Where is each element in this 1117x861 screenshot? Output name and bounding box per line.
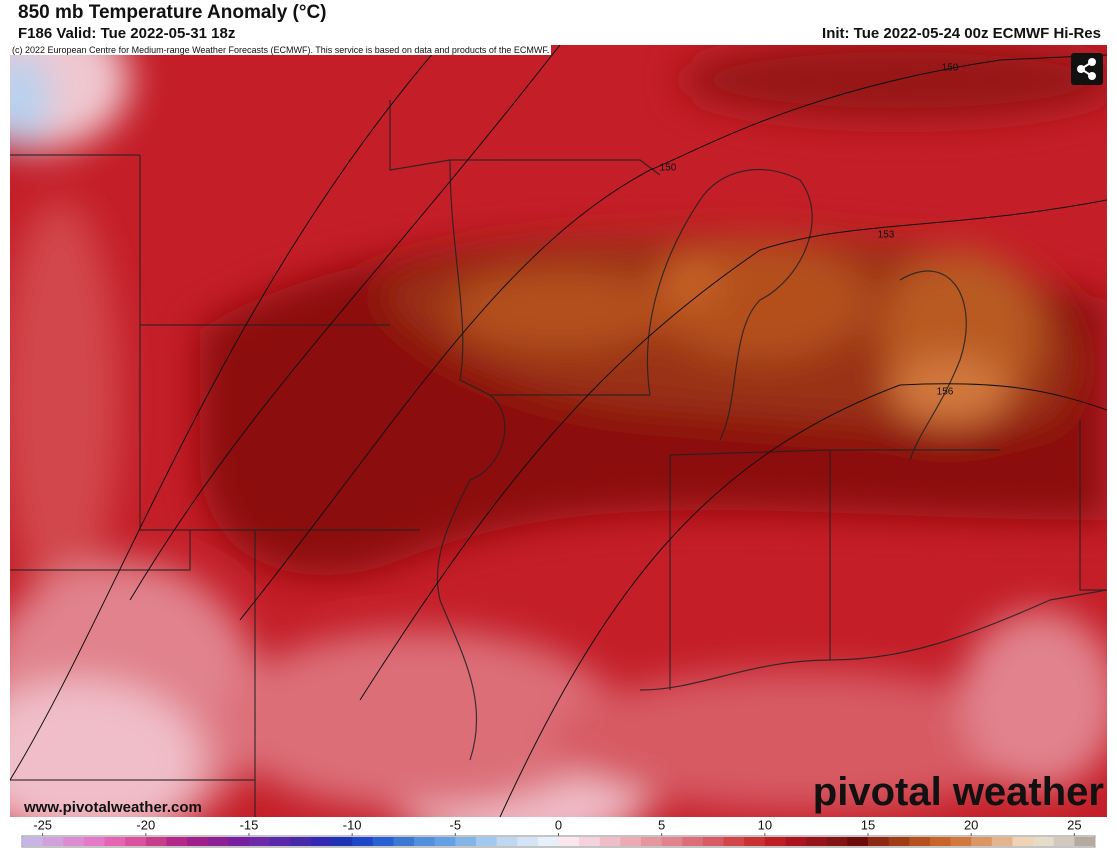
colorbar-cell bbox=[1033, 837, 1055, 846]
title: 850 mb Temperature Anomaly (°C) bbox=[18, 2, 327, 23]
colorbar-cell bbox=[661, 837, 683, 846]
colorbar-cell bbox=[310, 837, 333, 846]
colorbar-cell bbox=[125, 837, 147, 846]
colorbar-tick-label: -20 bbox=[136, 817, 155, 832]
colorbar-cell bbox=[579, 837, 601, 846]
copyright: (c) 2022 European Centre for Medium-rang… bbox=[10, 45, 552, 55]
website: www.pivotalweather.com bbox=[23, 799, 202, 816]
colorbar-cell bbox=[42, 837, 64, 846]
colorbar-cell bbox=[83, 837, 106, 846]
colorbar-cell bbox=[929, 837, 952, 846]
colorbar-cell bbox=[145, 837, 167, 846]
colorbar-cell bbox=[104, 837, 126, 846]
colorbar-tick-label: 25 bbox=[1067, 817, 1081, 832]
colorbar-cell bbox=[1012, 837, 1034, 846]
colorbar-tick-label: 15 bbox=[861, 817, 875, 832]
colorbar-tick-label: 10 bbox=[758, 817, 772, 832]
colorbar-cell bbox=[496, 837, 518, 846]
colorbar-cell bbox=[372, 837, 394, 846]
colorbar-cell bbox=[207, 837, 229, 846]
colorbar-cell bbox=[682, 837, 704, 846]
colorbar-cell bbox=[393, 837, 415, 846]
colorbar-cell bbox=[22, 837, 44, 846]
share-button[interactable] bbox=[1071, 53, 1103, 85]
colorbar-cell bbox=[991, 837, 1013, 846]
colorbar-cell bbox=[248, 837, 271, 846]
colorbar-tick-label: 0 bbox=[555, 817, 562, 832]
colorbar-cell bbox=[826, 837, 848, 846]
contour-label: 150 bbox=[942, 63, 959, 74]
colorbar-cell bbox=[785, 837, 807, 846]
colorbar-cell bbox=[414, 837, 436, 846]
colorbar-cell bbox=[723, 837, 745, 846]
colorbar-cell bbox=[558, 837, 580, 846]
share-icon bbox=[1077, 58, 1096, 80]
contour-label: 153 bbox=[878, 230, 895, 241]
colorbar-tick-label: -10 bbox=[343, 817, 362, 832]
colorbar-cell bbox=[888, 837, 910, 846]
colorbar-tick-label: 5 bbox=[658, 817, 665, 832]
colorbar-cell bbox=[228, 837, 250, 846]
colorbar-cell bbox=[702, 837, 725, 846]
colorbar-tick-label: 20 bbox=[964, 817, 978, 832]
logo: pivotal weather bbox=[813, 770, 1104, 814]
colorbar-tick-label: -5 bbox=[450, 817, 462, 832]
colorbar-cell bbox=[352, 837, 374, 846]
colorbar-cell bbox=[620, 837, 642, 846]
colorbar-cell bbox=[744, 837, 766, 846]
colorbar-cell bbox=[806, 837, 828, 846]
colorbar-cell bbox=[868, 837, 890, 846]
colorbar-cell bbox=[290, 837, 312, 846]
colorbar-cell bbox=[971, 837, 993, 846]
colorbar-cell bbox=[269, 837, 291, 846]
contour-label: 156 bbox=[937, 387, 954, 398]
colorbar-cell bbox=[537, 837, 559, 846]
colorbar-cell bbox=[475, 837, 498, 846]
colorbar-cell bbox=[1074, 837, 1096, 846]
colorbar-cell bbox=[434, 837, 456, 846]
colorbar-cell bbox=[187, 837, 209, 846]
colorbar-cell bbox=[331, 837, 353, 846]
colorbar-cell bbox=[166, 837, 188, 846]
colorbar-cell bbox=[517, 837, 539, 846]
colorbar-tick-label: -15 bbox=[240, 817, 259, 832]
colorbar-cell bbox=[641, 837, 663, 846]
colorbar-cell bbox=[764, 837, 786, 846]
init-time: Init: Tue 2022-05-24 00z ECMWF Hi-Res bbox=[822, 25, 1101, 42]
colorbar-cell bbox=[1053, 837, 1075, 846]
valid-time: F186 Valid: Tue 2022-05-31 18z bbox=[18, 25, 236, 42]
colorbar-cell bbox=[63, 837, 85, 846]
colorbar-tick-label: -25 bbox=[33, 817, 52, 832]
colorbar-cell bbox=[599, 837, 621, 846]
colorbar-cell bbox=[455, 837, 477, 846]
colorbar-cell bbox=[909, 837, 931, 846]
contour-label: 150 bbox=[660, 163, 677, 174]
colorbar-cell bbox=[847, 837, 869, 846]
colorbar-cell bbox=[950, 837, 972, 846]
